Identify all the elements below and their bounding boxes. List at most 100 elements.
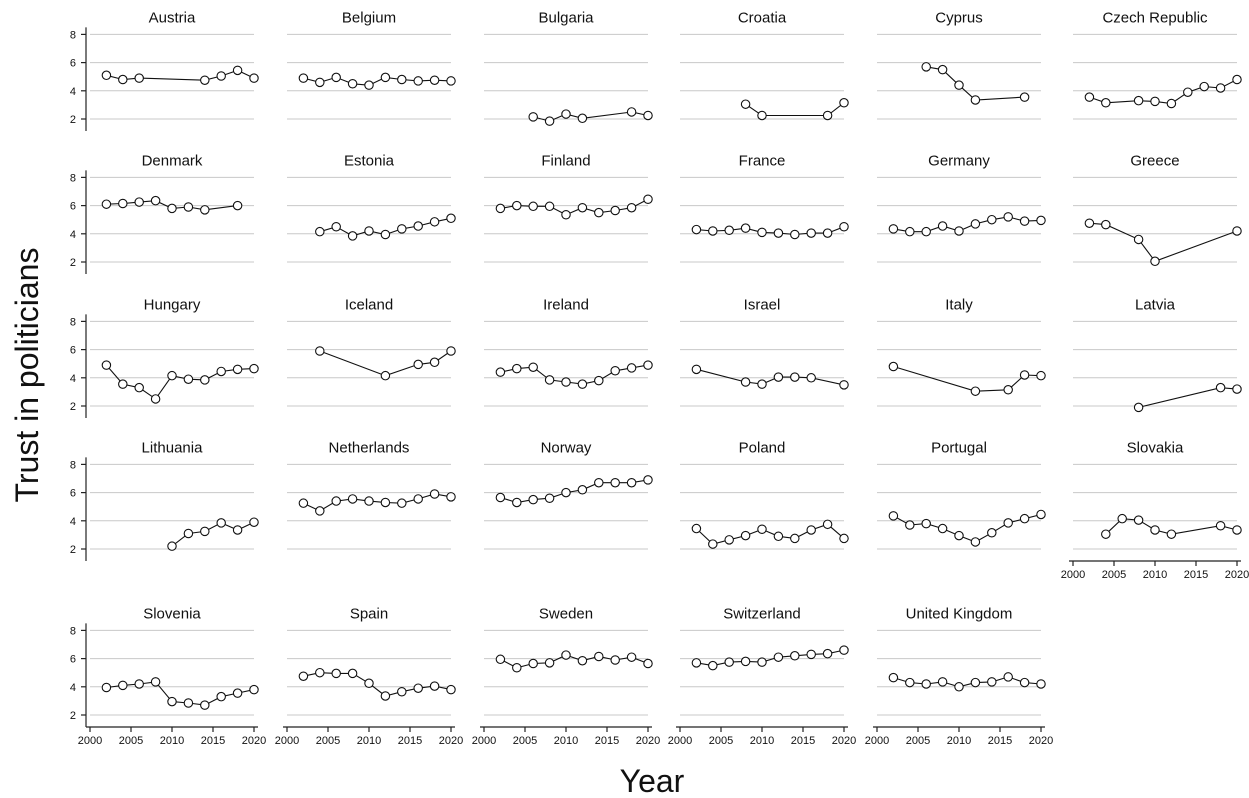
x-axis-title: Year [620, 763, 685, 798]
data-point [331, 496, 341, 506]
data-point [150, 394, 161, 404]
panel-netherlands: Netherlands [287, 439, 456, 550]
y-tick-label: 2 [70, 114, 76, 126]
data-point [1133, 402, 1144, 413]
series-line [696, 523, 845, 545]
data-point [413, 359, 423, 370]
panel-title: Bulgaria [538, 9, 594, 26]
data-point [1036, 370, 1046, 381]
data-point [970, 677, 981, 688]
data-point [216, 71, 226, 81]
x-tick-label: 2015 [398, 735, 422, 747]
y-tick-label: 8 [70, 625, 76, 637]
data-point [740, 223, 751, 233]
panel-portugal: Portugal [877, 439, 1046, 550]
data-point [970, 219, 981, 229]
data-point [216, 366, 226, 377]
data-point [249, 73, 259, 83]
panel-title: Croatia [738, 9, 787, 26]
data-point [495, 654, 506, 665]
data-point [1003, 518, 1013, 528]
data-point [610, 655, 620, 665]
data-point [643, 360, 653, 370]
data-point [643, 194, 653, 205]
panel-title: Portugal [931, 439, 987, 456]
data-point [101, 199, 112, 209]
x-tick-label: 2000 [668, 735, 692, 747]
data-point [200, 700, 210, 710]
data-point [200, 205, 210, 215]
series-line [696, 368, 845, 386]
data-point [626, 107, 637, 117]
data-point [561, 210, 571, 220]
data-point [150, 677, 161, 687]
data-point [380, 691, 391, 701]
data-point [987, 214, 997, 225]
y-tick-label: 4 [70, 86, 76, 98]
data-point [118, 379, 128, 389]
panel-hungary: 2 4 6 8 Hungary [70, 296, 259, 418]
panel-title: Iceland [345, 296, 393, 313]
series-line [303, 672, 452, 697]
data-point [429, 75, 440, 85]
data-point [643, 110, 653, 121]
data-point [347, 494, 358, 504]
series-line [696, 649, 845, 667]
panel-title: Netherlands [329, 439, 410, 456]
data-point [610, 365, 620, 376]
data-point [315, 346, 325, 356]
data-point [1084, 218, 1095, 228]
panel-title: Belgium [342, 9, 396, 26]
data-point [528, 201, 538, 212]
data-point [577, 202, 588, 213]
panel-title: Hungary [144, 296, 201, 313]
y-tick-label: 4 [70, 682, 76, 694]
data-point [200, 375, 210, 385]
data-point [921, 62, 931, 72]
data-point [150, 195, 161, 206]
data-point [446, 684, 456, 695]
data-point [757, 227, 767, 238]
data-point [1101, 529, 1111, 539]
data-point [561, 487, 571, 498]
panel-belgium: Belgium [287, 9, 456, 120]
data-point [822, 110, 833, 121]
data-point [643, 475, 653, 485]
data-point [921, 226, 931, 237]
data-point [610, 477, 620, 488]
series-line [1089, 79, 1238, 105]
panel-title: Poland [739, 439, 786, 456]
panel-title: Estonia [344, 152, 395, 169]
panel-title: Ireland [543, 296, 589, 313]
data-point [544, 493, 555, 503]
data-point [970, 537, 981, 547]
data-point [937, 677, 948, 687]
x-tick-label: 2015 [791, 735, 815, 747]
data-point [577, 655, 588, 666]
x-tick-label: 2010 [947, 735, 971, 747]
y-tick-label: 8 [70, 172, 76, 184]
series-line [500, 654, 649, 669]
x-tick-label: 2005 [1102, 569, 1126, 581]
data-point [249, 517, 259, 527]
y-tick-label: 2 [70, 710, 76, 722]
panel-czech-republic: Czech Republic [1073, 9, 1242, 120]
data-point [954, 80, 964, 90]
panel-united-kingdom: 2000 2005 2010 2015 2020 United Kingdom [865, 605, 1053, 747]
data-point [888, 224, 899, 234]
data-point [1183, 87, 1193, 97]
panel-title: Greece [1130, 152, 1179, 169]
data-point [118, 198, 128, 209]
data-point [249, 363, 259, 374]
panel-austria: 2 4 6 8 Austria [70, 9, 259, 131]
data-point [331, 222, 341, 232]
y-tick-label: 4 [70, 373, 76, 385]
data-point [954, 682, 964, 692]
series-line [696, 226, 845, 236]
data-point [429, 217, 440, 227]
data-point [134, 382, 144, 393]
data-point [561, 109, 571, 119]
data-point [708, 226, 718, 236]
data-point [347, 668, 358, 679]
